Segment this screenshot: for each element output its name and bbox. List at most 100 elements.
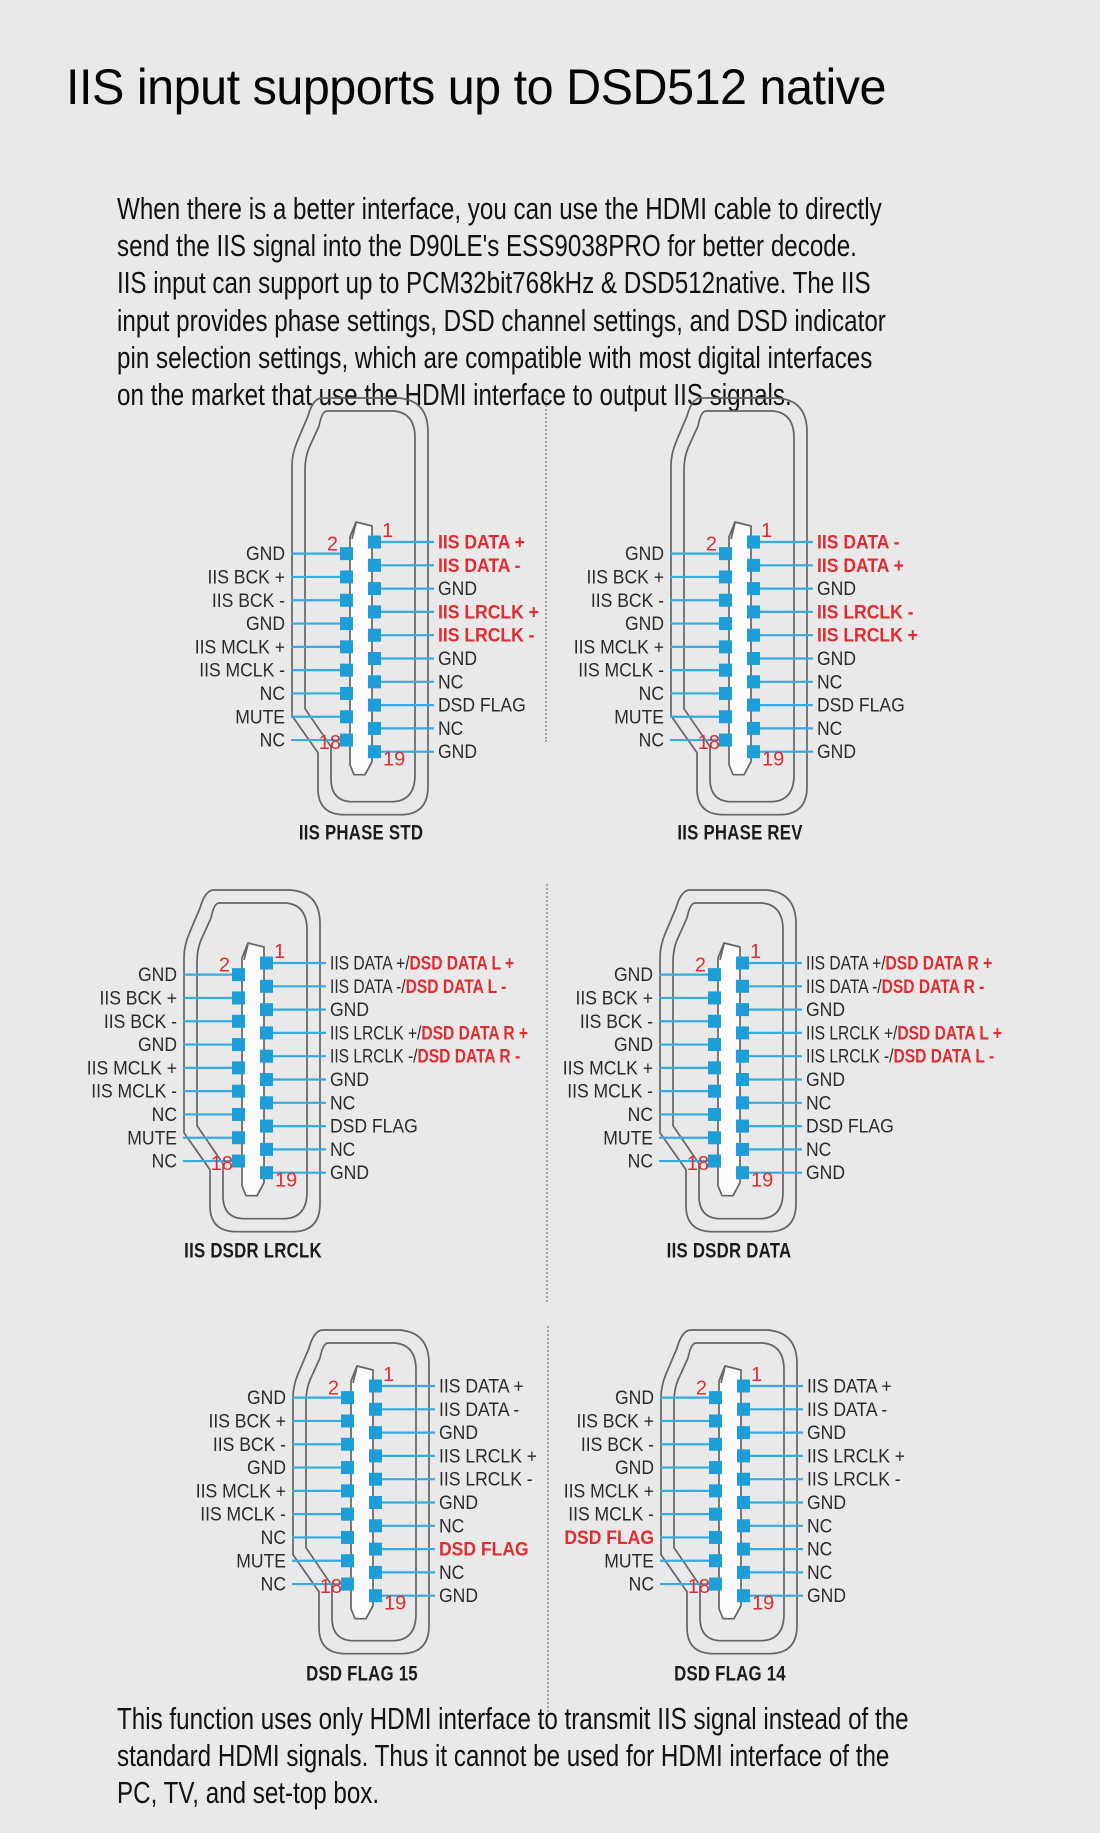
pin-number-1: 1 bbox=[751, 1364, 762, 1386]
pin-label-segment: NC bbox=[817, 717, 842, 739]
pin-label-left: NC bbox=[628, 1103, 653, 1125]
pin-square bbox=[709, 1507, 722, 1521]
pin-label-right: NC bbox=[438, 670, 463, 692]
pin-label-segment: DSD FLAG bbox=[330, 1115, 418, 1137]
pin-label-segment: GND bbox=[806, 1161, 845, 1183]
pin-label-right: IIS LRCLK + bbox=[807, 1445, 905, 1467]
pin-square bbox=[709, 1391, 722, 1405]
pin-square bbox=[340, 686, 353, 700]
pin-label-right: IIS DATA + bbox=[817, 554, 904, 576]
pin-square bbox=[709, 1554, 722, 1568]
pin-label-segment: GND bbox=[806, 998, 845, 1020]
pin-square bbox=[260, 956, 273, 970]
pin-label-segment: DSD DATA L - bbox=[406, 975, 507, 997]
pin-label-segment: NC bbox=[260, 682, 285, 704]
pin-label-segment: IIS BCK - bbox=[212, 589, 285, 611]
pin-square bbox=[232, 1014, 245, 1028]
pin-square bbox=[341, 1484, 354, 1498]
pin-square bbox=[719, 686, 732, 700]
pin-label-segment: DSD DATA R + bbox=[421, 1022, 528, 1044]
pin-label-right: IIS DATA + bbox=[807, 1375, 892, 1397]
pin-square bbox=[368, 605, 381, 619]
pin-square bbox=[260, 1119, 273, 1133]
intro-paragraph: When there is a better interface, you ca… bbox=[117, 190, 1100, 413]
pin-label-segment: IIS DATA + bbox=[817, 554, 904, 576]
pin-label-right: IIS DATA + bbox=[439, 1375, 524, 1397]
pin-square bbox=[709, 1461, 722, 1475]
pin-label-segment: DSD DATA L + bbox=[897, 1022, 1002, 1044]
pin-label-segment: GND bbox=[614, 1033, 653, 1055]
pin-label-segment: GND bbox=[439, 1421, 478, 1443]
footer-line: standard HDMI signals. Thus it cannot be… bbox=[117, 1738, 890, 1774]
pin-square bbox=[719, 617, 732, 631]
pin-label-segment: IIS MCLK + bbox=[87, 1056, 177, 1078]
pin-label-segment: NC bbox=[439, 1561, 464, 1583]
pin-label-right: NC bbox=[438, 717, 463, 739]
pin-label-left: IIS MCLK - bbox=[578, 659, 664, 681]
pin-square bbox=[747, 558, 760, 572]
pin-number-2: 2 bbox=[328, 1378, 339, 1400]
pin-number-19: 19 bbox=[383, 749, 405, 771]
pin-square bbox=[340, 593, 353, 607]
pin-label-segment: IIS LRCLK +/ bbox=[806, 1022, 897, 1044]
connector-inner-shell bbox=[305, 1342, 417, 1642]
pin-label-right: DSD FLAG bbox=[439, 1538, 529, 1560]
connector-blade bbox=[717, 942, 741, 1197]
pin-label-segment: IIS MCLK + bbox=[563, 1056, 653, 1078]
pin-square bbox=[340, 663, 353, 677]
pin-label-segment: GND bbox=[330, 1161, 369, 1183]
pin-label-left: NC bbox=[639, 729, 664, 751]
pin-label-segment: IIS MCLK + bbox=[196, 1479, 286, 1501]
pin-label-segment: DSD FLAG bbox=[439, 1538, 529, 1560]
pin-label-segment: IIS MCLK - bbox=[200, 1503, 286, 1525]
pin-label-segment: NC bbox=[330, 1091, 355, 1113]
pin-number-2: 2 bbox=[219, 955, 230, 977]
pin-label-segment: IIS MCLK - bbox=[199, 659, 285, 681]
diagram-iis-dsdr-data: IIS DATA +/DSD DATA R + IIS DATA -/DSD DA… bbox=[519, 880, 1039, 1270]
diagram-iis-phase-std: IIS DATA + IIS DATA - GND IIS LRCLK + IIS LR… bbox=[151, 388, 671, 852]
pin-label-segment: DSD DATA R - bbox=[882, 975, 985, 997]
pin-label-right: GND bbox=[807, 1491, 846, 1513]
diagram-caption: IIS DSDR LRCLK bbox=[184, 1240, 322, 1263]
pin-square bbox=[736, 1003, 749, 1017]
connector-outer-shell bbox=[660, 1329, 798, 1655]
pin-label-segment: IIS DATA -/ bbox=[806, 975, 882, 997]
pin-label-segment: IIS BCK + bbox=[576, 1410, 654, 1432]
pin-label-segment: IIS BCK - bbox=[213, 1433, 286, 1455]
pin-square bbox=[736, 1073, 749, 1086]
hdmi-pinout-drawing: IIS DATA +/DSD DATA R +IIS DATA -/DSD DA… bbox=[563, 889, 1002, 1263]
pin-label-right: GND bbox=[438, 577, 477, 599]
pin-square bbox=[709, 1530, 722, 1544]
pin-label-left: NC bbox=[152, 1103, 177, 1125]
pin-number-18: 18 bbox=[687, 1153, 709, 1175]
pin-label-left: IIS MCLK + bbox=[563, 1056, 653, 1078]
pin-label-segment: NC bbox=[438, 717, 463, 739]
pin-label-right: IIS LRCLK + bbox=[817, 624, 918, 646]
pin-square bbox=[719, 640, 732, 654]
pin-label-left: IIS BCK - bbox=[104, 1010, 177, 1032]
pin-label-left: GND bbox=[615, 1456, 654, 1478]
pin-label-right: NC bbox=[806, 1091, 831, 1113]
pin-square bbox=[368, 745, 381, 759]
pin-label-segment: IIS MCLK - bbox=[568, 1503, 654, 1525]
pin-square bbox=[737, 1589, 750, 1603]
pin-label-segment: GND bbox=[330, 998, 369, 1020]
pin-label-right: GND bbox=[807, 1584, 846, 1606]
pin-label-segment: IIS MCLK + bbox=[574, 635, 664, 657]
pin-number-18: 18 bbox=[320, 1576, 342, 1598]
pin-label-left: IIS BCK - bbox=[591, 589, 664, 611]
diagram-caption: IIS PHASE REV bbox=[677, 822, 802, 845]
pin-number-19: 19 bbox=[762, 749, 784, 771]
pin-square bbox=[719, 547, 732, 561]
pin-label-segment: IIS LRCLK + bbox=[439, 1445, 537, 1467]
pin-label-left: IIS BCK - bbox=[581, 1433, 654, 1455]
pin-label-segment: IIS DATA - bbox=[807, 1398, 887, 1420]
pin-label-left: GND bbox=[246, 612, 285, 634]
pin-label-left: IIS MCLK + bbox=[87, 1056, 177, 1078]
pin-square bbox=[747, 721, 760, 735]
pin-label-segment: GND bbox=[246, 542, 285, 564]
pin-label-segment: GND bbox=[806, 1068, 845, 1090]
pin-label-segment: NC bbox=[330, 1138, 355, 1160]
pin-label-left: IIS MCLK - bbox=[199, 659, 285, 681]
